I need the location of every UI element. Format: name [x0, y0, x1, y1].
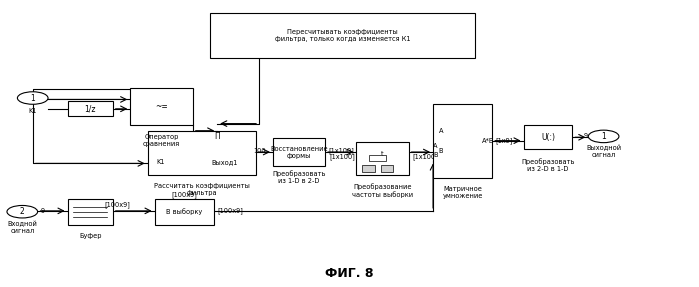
Text: B: B: [433, 152, 438, 158]
Text: 9: 9: [584, 133, 588, 139]
Bar: [210, 13, 475, 58]
Text: [1x9]: [1x9]: [496, 137, 513, 144]
Text: 1/z: 1/z: [85, 104, 96, 113]
Bar: [362, 165, 375, 172]
Bar: [433, 104, 492, 178]
Text: Выход1: Выход1: [211, 159, 238, 165]
Text: Преобразование
частоты выборки: Преобразование частоты выборки: [352, 183, 413, 198]
Bar: [369, 156, 387, 160]
Text: A: A: [433, 143, 438, 149]
Circle shape: [17, 92, 48, 104]
Text: [1x100]: [1x100]: [412, 153, 438, 160]
Text: A*B: A*B: [482, 138, 494, 144]
Text: B: B: [438, 148, 443, 154]
Text: [100x9]: [100x9]: [104, 201, 130, 208]
Text: 1: 1: [30, 94, 35, 102]
Text: ФИГ. 8: ФИГ. 8: [325, 267, 374, 280]
Text: t: t: [381, 151, 384, 157]
Text: [1x100]: [1x100]: [329, 153, 355, 160]
Text: Преобразовать
из 1-D в 2-D: Преобразовать из 1-D в 2-D: [273, 170, 326, 184]
Circle shape: [589, 130, 619, 143]
Bar: [68, 199, 113, 224]
Bar: [68, 101, 113, 117]
Text: Преобразовать
из 2-D в 1-D: Преобразовать из 2-D в 1-D: [521, 158, 575, 172]
Text: 1: 1: [601, 132, 606, 141]
Text: Выходной
сигнал: Выходной сигнал: [586, 145, 621, 158]
Bar: [524, 125, 572, 149]
Text: В выборку: В выборку: [166, 208, 202, 215]
Bar: [154, 199, 214, 224]
Text: [100x9]: [100x9]: [171, 191, 197, 197]
Bar: [381, 165, 394, 172]
Text: Восстановление
формы: Восстановление формы: [271, 146, 328, 158]
Text: [100x9]: [100x9]: [217, 208, 243, 214]
Text: Пересчитывать коэффициенты
фильтра, только когда изменяется К1: Пересчитывать коэффициенты фильтра, толь…: [275, 29, 410, 42]
Text: Буфер: Буфер: [79, 233, 101, 239]
Text: A: A: [438, 128, 443, 134]
Text: 100: 100: [253, 148, 266, 154]
Bar: [147, 131, 256, 175]
Text: Оператор
сравнения: Оператор сравнения: [143, 133, 180, 147]
Bar: [273, 138, 325, 166]
Text: K1: K1: [29, 108, 37, 114]
Bar: [130, 88, 193, 125]
Text: [1x100]: [1x100]: [329, 147, 354, 154]
Bar: [356, 142, 409, 175]
Text: 9: 9: [41, 208, 45, 214]
Text: Входной
сигнал: Входной сигнал: [7, 220, 37, 234]
Text: U(:): U(:): [541, 133, 555, 141]
Text: K1: K1: [156, 159, 164, 165]
Text: П: П: [215, 132, 220, 141]
Text: Матричное
умножение: Матричное умножение: [442, 186, 483, 199]
Circle shape: [7, 205, 38, 218]
Text: Рассчитать коэффициенты
фильтра: Рассчитать коэффициенты фильтра: [154, 183, 250, 196]
Text: ~=: ~=: [155, 102, 168, 111]
Text: 2: 2: [20, 207, 24, 216]
